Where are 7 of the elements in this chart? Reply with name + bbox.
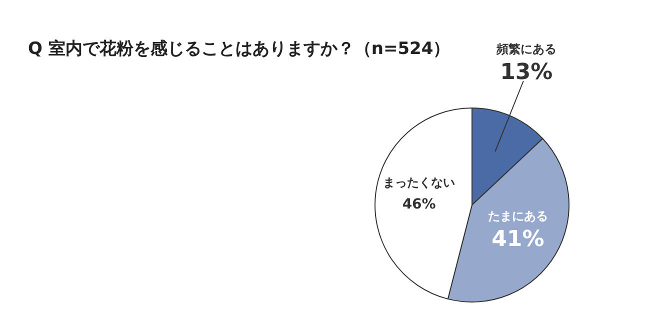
data-label: 46%: [402, 196, 436, 212]
data-label: 41%: [492, 227, 544, 252]
slice-label: まったくない: [383, 175, 456, 190]
slice-label: たまにある: [488, 209, 548, 224]
data-label: 13%: [500, 60, 553, 85]
slice-label: 頻繁にある: [495, 42, 556, 56]
title: Q 室内で花粉を感じることはありますか？（n=524）: [28, 39, 450, 59]
